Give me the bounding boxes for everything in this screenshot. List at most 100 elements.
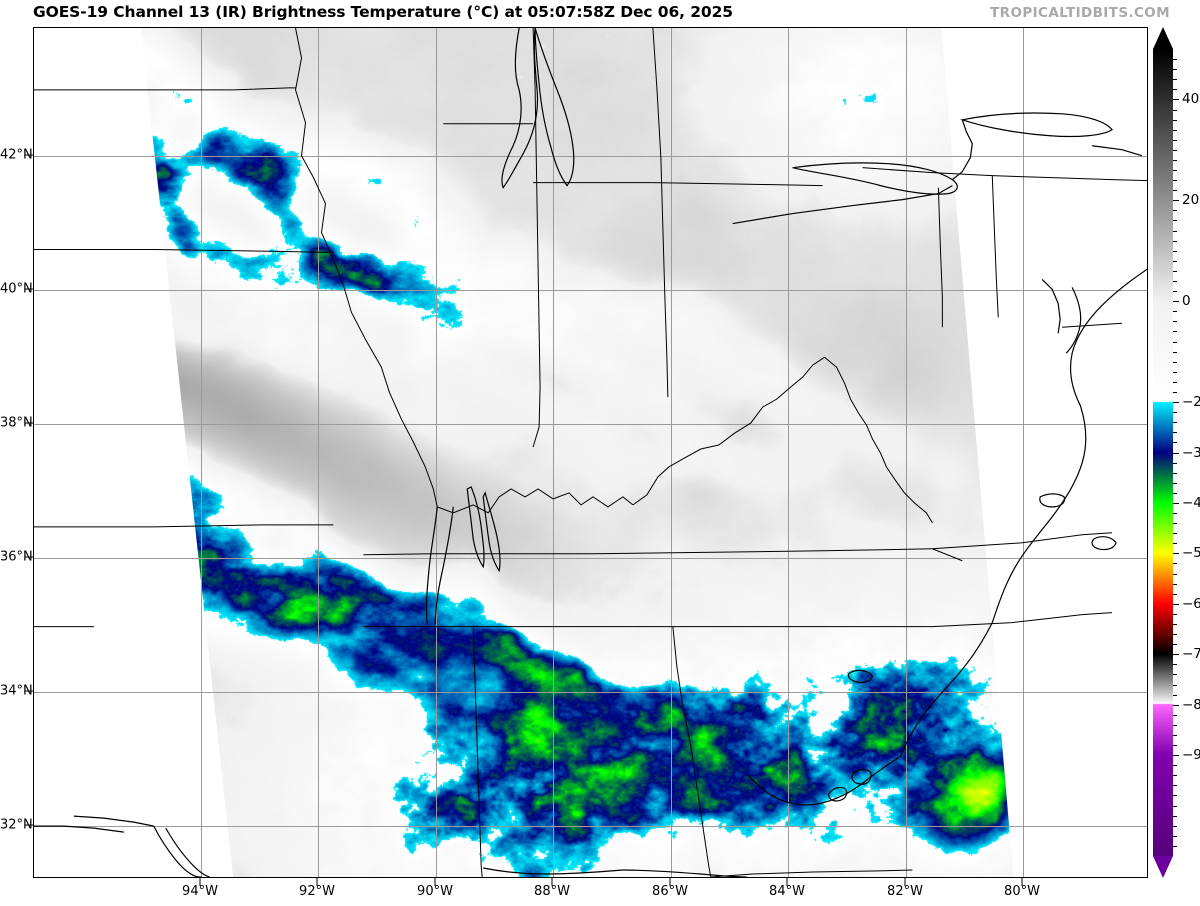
graticule-lon-92 [318,28,319,877]
watermark-label: TROPICALTIDBITS.COM [990,5,1170,21]
colorbar-label-0: 0 [1182,293,1191,310]
lat-label-40: 40°N [0,281,33,297]
colorbar-minor-tick [1173,805,1177,807]
colorbar-minor-tick [1173,664,1177,666]
colorbar-minor-tick [1173,835,1177,837]
colorbar-tick--70 [1173,654,1179,656]
colorbar-minor-tick [1173,745,1177,747]
colorbar-tick--80 [1173,704,1179,706]
colorbar-minor-tick [1173,714,1177,716]
colorbar-minor-tick [1173,79,1177,81]
colorbar-label--60: −60 [1182,595,1200,612]
tick-lon-84 [786,878,788,886]
tick-lon-92 [316,878,318,886]
graticule-lat-42 [34,156,1147,157]
colorbar-minor-tick [1173,492,1177,494]
lon-label-92: 92°W [299,884,335,899]
colorbar-minor-tick [1173,523,1177,525]
brightness-temperature-raster [140,28,1014,877]
colorbar-tick--30 [1173,452,1179,454]
colorbar-minor-tick [1173,190,1177,192]
colorbar-minor-tick [1173,240,1177,242]
colorbar[interactable] [1153,27,1173,878]
colorbar-minor-tick [1173,845,1177,847]
colorbar-minor-tick [1173,724,1177,726]
colorbar-minor-tick [1173,513,1177,515]
colorbar-minor-tick [1173,442,1177,444]
colorbar-minor-tick [1173,613,1177,615]
colorbar-minor-tick [1173,684,1177,686]
tick-lat-38 [25,422,33,424]
lon-label-90: 90°W [417,884,453,899]
colorbar-minor-tick [1173,634,1177,636]
colorbar-minor-tick [1173,109,1177,111]
colorbar-minor-tick [1173,260,1177,262]
lon-label-94: 94°W [182,884,218,899]
colorbar-minor-tick [1173,291,1177,293]
colorbar-minor-tick [1173,573,1177,575]
colorbar-label-20: 20 [1182,192,1200,209]
lon-label-82: 82°W [887,884,923,899]
colorbar-label-40: 40 [1182,91,1200,108]
tick-lat-34 [25,690,33,692]
map-canvas[interactable] [33,27,1148,878]
colorbar-tick--50 [1173,553,1179,555]
colorbar-minor-tick [1173,59,1177,61]
colorbar-minor-tick [1173,563,1177,565]
colorbar-minor-tick [1173,623,1177,625]
colorbar-tick--40 [1173,502,1179,504]
satellite-data-swath [140,28,1014,877]
colorbar-minor-tick [1173,230,1177,232]
lat-label-42: 42°N [0,147,33,163]
colorbar-minor-tick [1173,321,1177,323]
lon-label-80: 80°W [1004,884,1040,899]
colorbar-extend-max-arrow [1153,27,1173,49]
tick-lat-42 [25,154,33,156]
colorbar-tick--20 [1173,402,1179,404]
tick-lon-88 [551,878,553,886]
lat-label-38: 38°N [0,415,33,431]
lat-label-36: 36°N [0,549,33,565]
tick-lat-40 [25,288,33,290]
colorbar-minor-tick [1173,482,1177,484]
graticule-lon-86 [671,28,672,877]
colorbar-minor-tick [1173,775,1177,777]
colorbar-minor-tick [1173,281,1177,282]
colorbar-minor-tick [1173,765,1177,767]
tick-lon-82 [904,878,906,886]
colorbar-minor-tick [1173,250,1177,252]
graticule-lat-34 [34,692,1147,693]
graticule-lat-36 [34,558,1147,559]
colorbar-minor-tick [1173,815,1177,817]
colorbar-minor-tick [1173,311,1177,313]
lat-label-34: 34°N [0,683,33,699]
colorbar-minor-tick [1173,543,1177,545]
colorbar-minor-tick [1173,734,1177,736]
graticule-lon-94 [201,28,202,877]
colorbar-minor-tick [1173,432,1177,434]
colorbar-tick--90 [1173,755,1179,757]
graticule-lat-40 [34,290,1147,291]
graticule-lon-82 [906,28,907,877]
colorbar-minor-tick [1173,381,1177,383]
graticule-lon-84 [788,28,789,877]
colorbar-minor-tick [1173,583,1177,585]
colorbar-minor-tick [1173,210,1177,212]
tick-lon-80 [1021,878,1023,886]
graticule-lon-90 [436,28,437,877]
colorbar-minor-tick [1173,341,1177,343]
colorbar-minor-tick [1173,361,1177,363]
graticule-lat-32 [34,826,1147,827]
colorbar-minor-tick [1173,472,1177,474]
political-boundaries-overlay [34,28,1147,877]
page-title: GOES-19 Channel 13 (IR) Brightness Tempe… [33,3,733,21]
tick-lon-86 [669,878,671,886]
colorbar-label--30: −30 [1182,444,1200,461]
state-borders [34,28,1147,877]
colorbar-minor-tick [1173,331,1177,333]
colorbar-minor-tick [1173,170,1177,172]
colorbar-extend-min-arrow [1153,856,1173,878]
colorbar-minor-tick [1173,422,1177,424]
colorbar-minor-tick [1173,795,1177,797]
